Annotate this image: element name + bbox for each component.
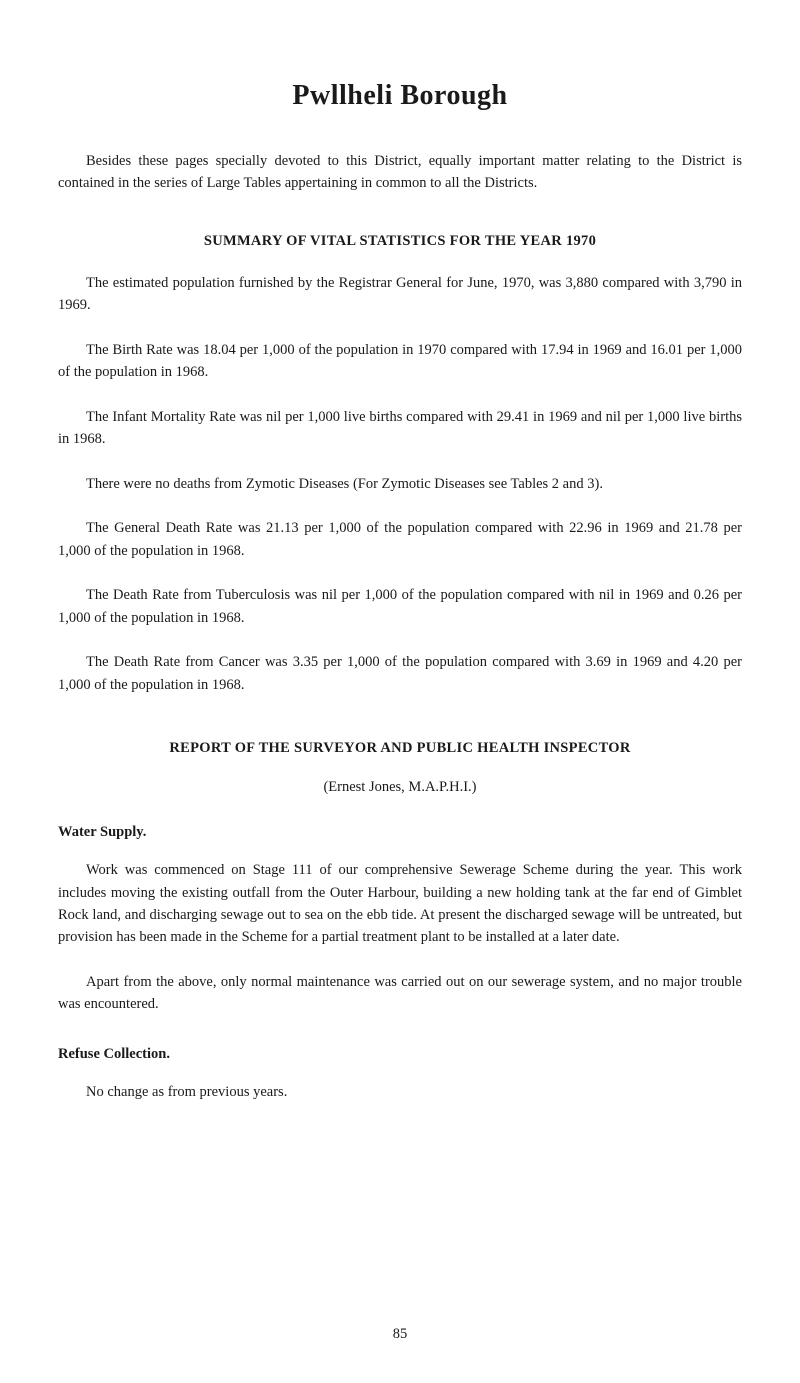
summary-paragraph-3: There were no deaths from Zymotic Diseas… xyxy=(58,473,742,495)
report-heading: REPORT OF THE SURVEYOR AND PUBLIC HEALTH… xyxy=(58,740,742,757)
summary-paragraph-1: The Birth Rate was 18.04 per 1,000 of th… xyxy=(58,339,742,384)
summary-paragraph-6: The Death Rate from Cancer was 3.35 per … xyxy=(58,651,742,696)
water-supply-section: Water Supply. Work was commenced on Stag… xyxy=(58,824,742,1016)
summary-paragraph-2: The Infant Mortality Rate was nil per 1,… xyxy=(58,406,742,451)
summary-paragraph-4: The General Death Rate was 21.13 per 1,0… xyxy=(58,517,742,562)
water-supply-heading: Water Supply. xyxy=(58,824,742,841)
refuse-collection-paragraph-0: No change as from previous years. xyxy=(58,1081,742,1103)
water-supply-paragraph-1: Apart from the above, only normal mainte… xyxy=(58,971,742,1016)
page-title: Pwllheli Borough xyxy=(58,80,742,112)
summary-heading: SUMMARY OF VITAL STATISTICS FOR THE YEAR… xyxy=(58,233,742,250)
summary-paragraph-5: The Death Rate from Tuberculosis was nil… xyxy=(58,584,742,629)
report-author: (Ernest Jones, M.A.P.H.I.) xyxy=(58,779,742,796)
refuse-collection-heading: Refuse Collection. xyxy=(58,1046,742,1063)
refuse-collection-section: Refuse Collection. No change as from pre… xyxy=(58,1046,742,1103)
intro-paragraph: Besides these pages specially devoted to… xyxy=(58,150,742,195)
summary-paragraph-0: The estimated population furnished by th… xyxy=(58,272,742,317)
page-number: 85 xyxy=(0,1326,800,1343)
water-supply-paragraph-0: Work was commenced on Stage 111 of our c… xyxy=(58,859,742,949)
